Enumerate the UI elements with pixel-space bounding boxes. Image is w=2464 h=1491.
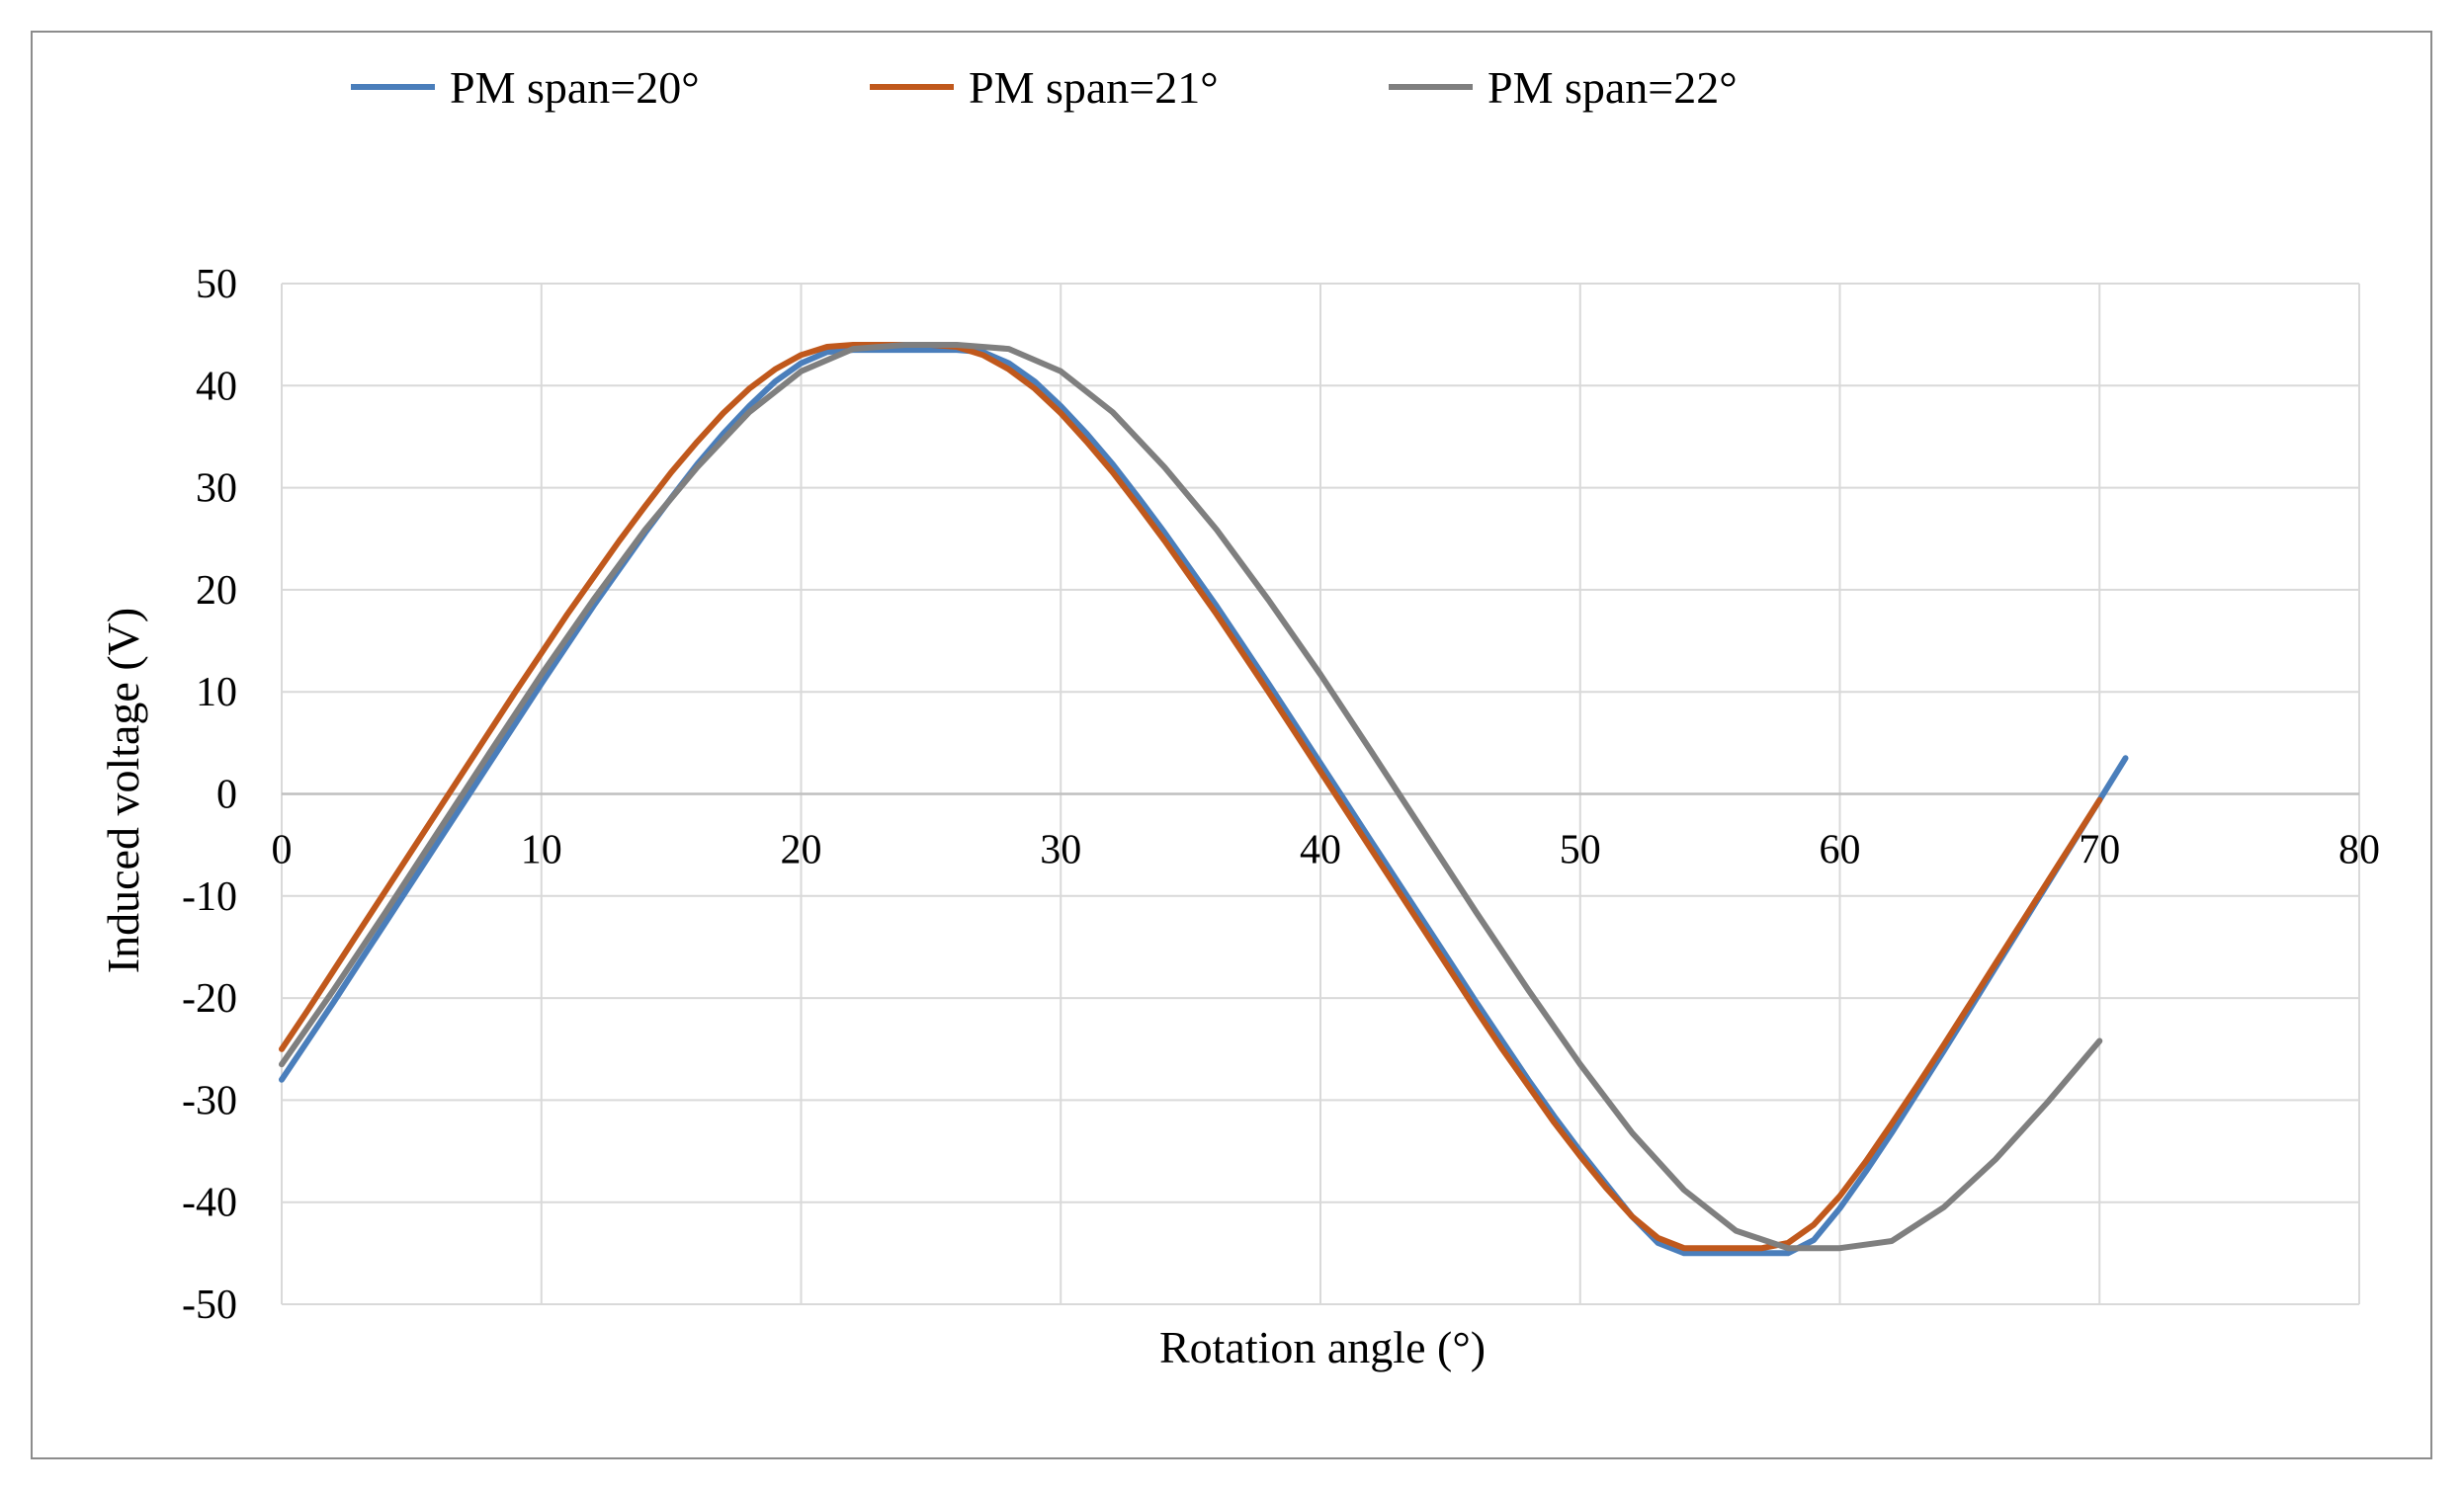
x-tick-label: 10 [521, 828, 562, 873]
y-tick-label: -30 [182, 1078, 237, 1123]
x-tick-label: 60 [1820, 828, 1861, 873]
legend-label: PM span=22° [1487, 62, 1738, 113]
chart-frame [31, 31, 2432, 1459]
y-tick-label: 50 [196, 262, 237, 307]
series-line-3 [279, 342, 2103, 1252]
x-tick-label: 40 [1300, 828, 1341, 873]
tick-labels: 50 40 30 20 10 0 -10 -20 -30 -40 -50 0 10 20 30 40 50 60 7… [182, 262, 2380, 1328]
y-axis-title: Induced voltage (V) [98, 608, 148, 973]
y-tick-label: 40 [196, 364, 237, 409]
x-axis-title: Rotation angle (°) [1159, 1322, 1486, 1372]
series-line-2 [279, 342, 2103, 1252]
y-tick-label: -20 [182, 976, 237, 1022]
x-tick-label: 70 [2079, 828, 2120, 873]
y-tick-label: 0 [216, 773, 237, 818]
y-tick-label: -40 [182, 1181, 237, 1226]
y-tick-label: -50 [182, 1283, 237, 1328]
y-tick-label: 30 [196, 466, 237, 512]
legend: PM span=20° PM span=21° PM span=22° [351, 62, 1738, 113]
x-tick-label: 50 [1560, 828, 1601, 873]
x-tick-label: 0 [272, 828, 293, 873]
series-lines [279, 342, 2129, 1257]
y-tick-label: 20 [196, 568, 237, 614]
x-tick-label: 30 [1040, 828, 1081, 873]
legend-label: PM span=21° [969, 62, 1219, 113]
y-tick-label: 10 [196, 670, 237, 715]
x-tick-label: 80 [2338, 828, 2380, 873]
legend-label: PM span=20° [450, 62, 700, 113]
x-tick-label: 20 [781, 828, 822, 873]
series-line-1 [279, 347, 2129, 1257]
y-tick-label: -10 [182, 874, 237, 920]
